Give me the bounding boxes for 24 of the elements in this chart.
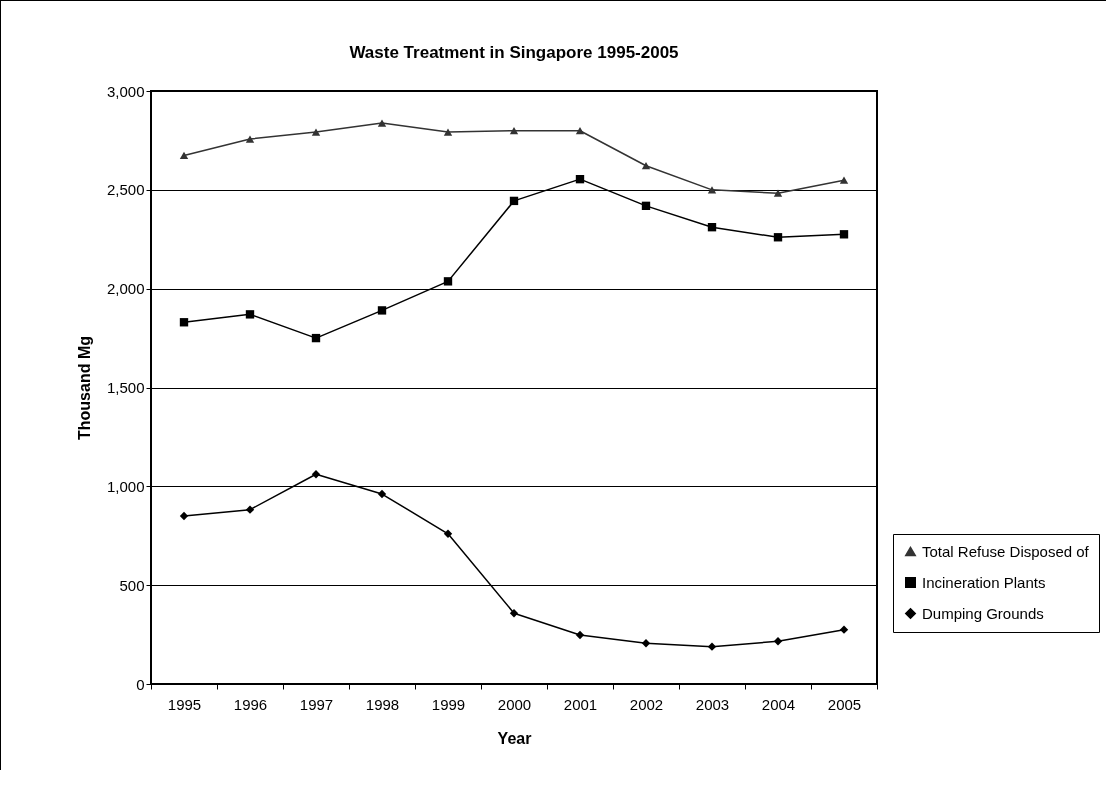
x-tick-label: 1998: [365, 695, 400, 713]
y-tick-label: 1,000: [106, 477, 145, 495]
legend-label: Incineration Plants: [922, 573, 1046, 591]
y-tick-label: 2,000: [106, 280, 145, 298]
x-tick-label: 2002: [629, 695, 664, 713]
x-tick-label: 2004: [761, 695, 796, 713]
x-tick-label: 1996: [233, 695, 268, 713]
y-tick-label: 2,500: [106, 181, 145, 199]
x-axis-title: Year: [497, 729, 532, 747]
y-tick-label: 3,000: [106, 82, 145, 100]
chart-title: Waste Treatment in Singapore 1995-2005: [349, 43, 679, 62]
x-tick-label: 2000: [497, 695, 532, 713]
x-tick-label: 2005: [827, 695, 862, 713]
legend-label: Dumping Grounds: [922, 604, 1044, 622]
x-tick-label: 1999: [431, 695, 466, 713]
y-axis-title: Thousand Mg: [75, 336, 93, 440]
x-tick-label: 2003: [695, 695, 730, 713]
legend-label: Total Refuse Disposed of: [922, 542, 1090, 560]
x-tick-label: 1997: [299, 695, 334, 713]
y-tick-label: 500: [119, 576, 145, 594]
y-tick-label: 1,500: [106, 379, 145, 396]
x-tick-label: 1995: [167, 695, 202, 713]
y-tick-label: 0: [136, 675, 145, 693]
x-tick-label: 2001: [563, 695, 598, 713]
